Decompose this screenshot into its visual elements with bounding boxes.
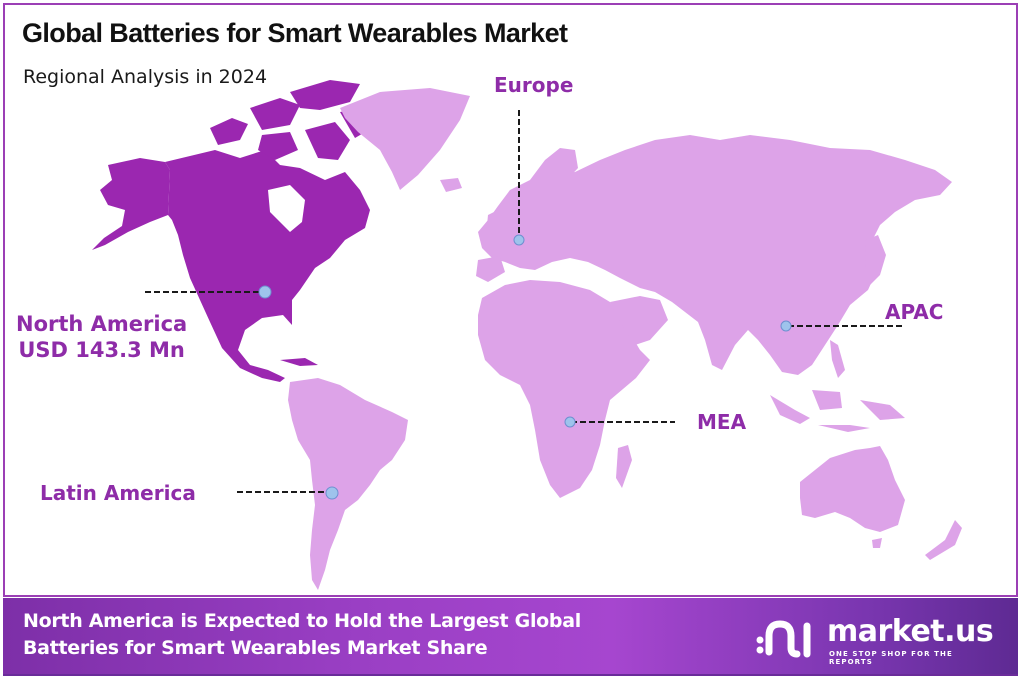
- marker-europe[interactable]: [513, 234, 525, 246]
- footer-headline-line1: North America is Expected to Hold the La…: [23, 610, 581, 632]
- market-us-logo-icon: [756, 620, 811, 658]
- footer-headline: North America is Expected to Hold the La…: [23, 608, 581, 662]
- label-north-america: North America USD 143.3 Mn: [16, 311, 187, 364]
- footer-headline-line2: Batteries for Smart Wearables Market Sha…: [23, 637, 488, 659]
- marker-latin-america[interactable]: [325, 486, 339, 500]
- footer-banner: North America is Expected to Hold the La…: [3, 598, 1018, 676]
- marker-north-america[interactable]: [258, 285, 272, 299]
- label-latin-america: Latin America: [40, 481, 196, 505]
- marker-mea[interactable]: [564, 416, 576, 428]
- brand-name: market.us: [827, 614, 994, 649]
- brand-tagline: ONE STOP SHOP FOR THE REPORTS: [829, 650, 953, 666]
- page-title: Global Batteries for Smart Wearables Mar…: [22, 18, 568, 48]
- label-north-america-name: North America: [16, 312, 188, 336]
- label-north-america-value: USD 143.3 Mn: [18, 338, 185, 363]
- marker-apac[interactable]: [780, 320, 792, 332]
- region-rest-of-world: [288, 88, 962, 590]
- brand-logo-block[interactable]: market.us ONE STOP SHOP FOR THE REPORTS: [755, 612, 995, 666]
- region-markers: [258, 234, 792, 500]
- region-north-america: [92, 80, 372, 382]
- page-subtitle: Regional Analysis in 2024: [23, 66, 268, 88]
- label-europe: Europe: [494, 73, 574, 97]
- label-apac: APAC: [885, 300, 944, 324]
- label-mea: MEA: [697, 410, 747, 434]
- connector-lines: [145, 110, 905, 493]
- world-map: [92, 80, 962, 590]
